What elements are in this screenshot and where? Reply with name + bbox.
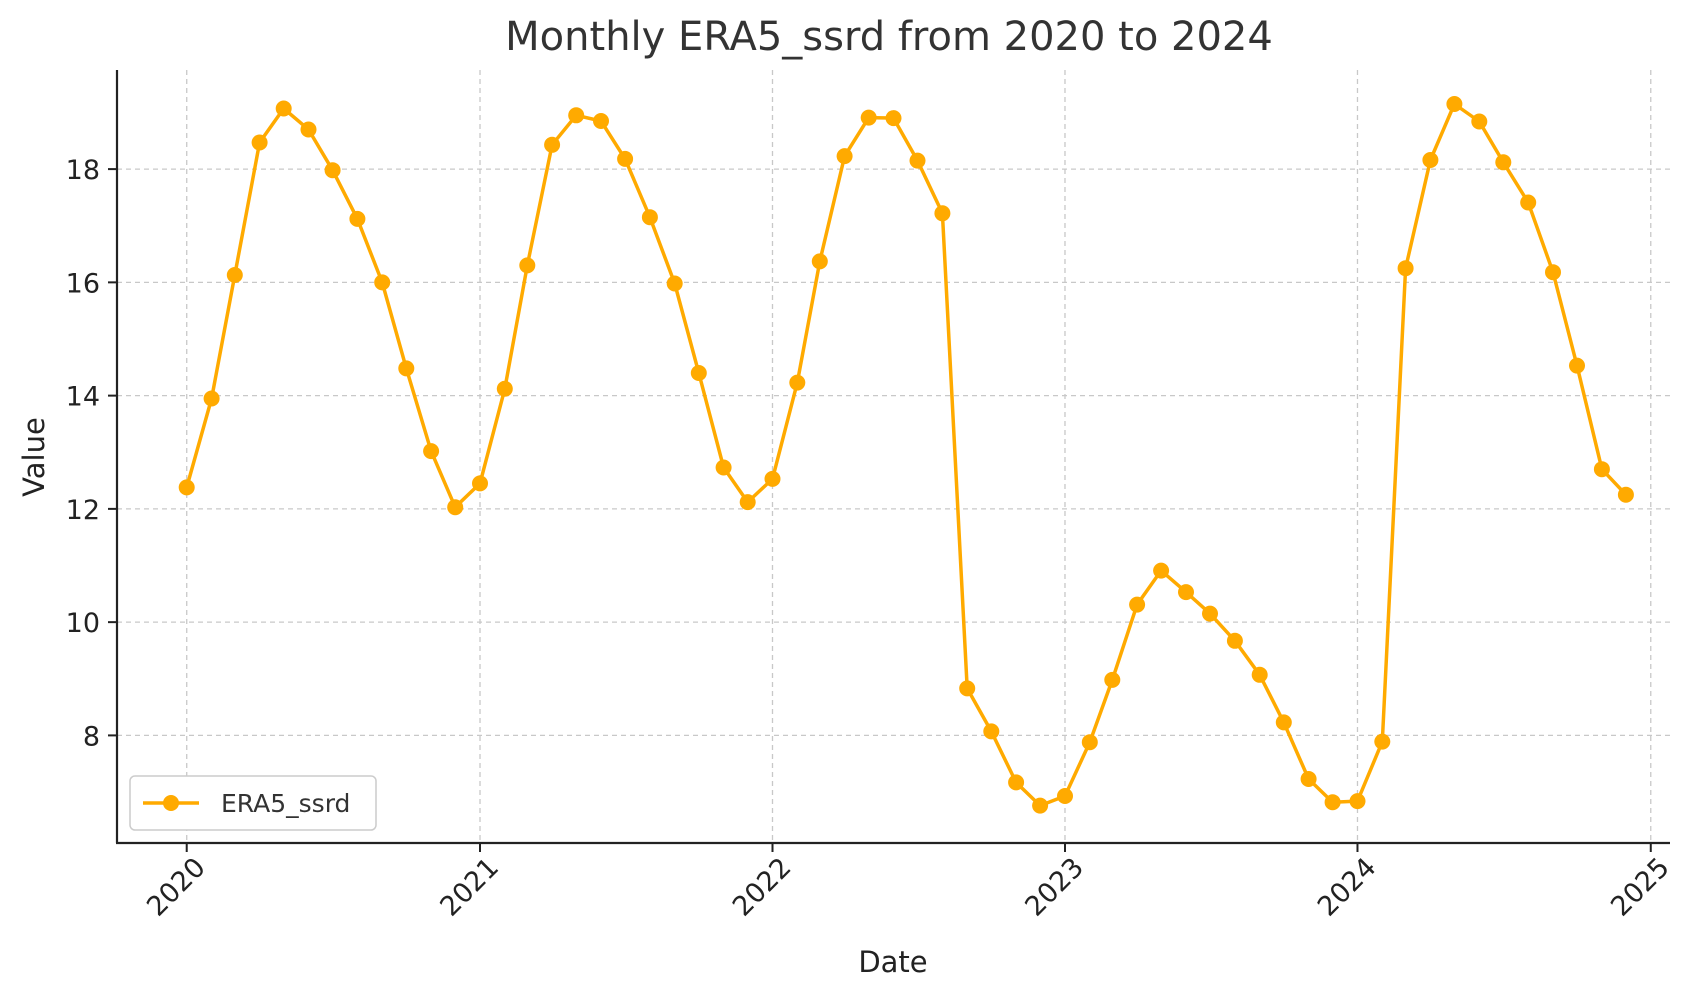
data-point	[764, 470, 781, 487]
data-point	[1081, 734, 1098, 751]
data-point	[496, 380, 513, 397]
y-ticks: 8 10 12 14 16 18	[66, 155, 117, 752]
x-tick-label: 2021	[434, 852, 505, 923]
data-point	[472, 475, 488, 492]
legend-label: ERA5_ssrd	[221, 789, 350, 818]
data-point	[1545, 264, 1561, 281]
data-point	[324, 162, 341, 179]
data-point	[1251, 666, 1268, 683]
data-point	[860, 109, 877, 126]
data-point	[374, 274, 391, 291]
data-point	[1104, 671, 1121, 688]
x-tick-label: 2024	[1312, 852, 1383, 923]
data-point	[1520, 194, 1537, 211]
y-axis-label: Value	[17, 417, 51, 497]
data-point	[593, 113, 609, 129]
data-point	[1202, 605, 1218, 622]
data-point	[641, 209, 658, 226]
data-point	[349, 210, 366, 227]
data-point	[1226, 632, 1243, 649]
data-point	[203, 390, 220, 407]
data-point	[544, 136, 561, 153]
data-point	[1374, 733, 1391, 750]
data-point	[1349, 793, 1366, 810]
x-axis-label: Date	[858, 945, 927, 979]
y-tick-label: 18	[66, 155, 100, 186]
data-point	[739, 494, 756, 511]
data-point	[811, 253, 828, 270]
data-point	[1617, 486, 1634, 503]
data-point	[789, 374, 806, 391]
data-point	[251, 134, 268, 151]
legend-box	[129, 775, 377, 831]
x-tick-label: 2025	[1605, 852, 1676, 923]
data-point	[300, 121, 317, 138]
data-point	[1178, 584, 1194, 601]
x-tick-label: 2022	[727, 852, 798, 923]
data-point	[934, 205, 951, 222]
legend: ERA5_ssrd	[129, 775, 377, 831]
data-point	[836, 148, 853, 165]
data-point	[1300, 771, 1317, 787]
data-point	[398, 360, 415, 377]
data-point	[983, 723, 1000, 740]
data-point	[1129, 596, 1146, 613]
axes	[115, 70, 1670, 845]
data-point	[1569, 357, 1585, 374]
data-point	[1032, 797, 1049, 814]
x-tick-label: 2023	[1019, 852, 1090, 923]
data-point	[226, 267, 243, 283]
data-point	[1324, 794, 1341, 811]
data-point	[959, 680, 976, 697]
y-tick-label: 16	[66, 268, 100, 299]
x-ticks: 2020 2021 2022 2023 2024 2025	[141, 843, 1676, 923]
data-point	[1153, 562, 1170, 579]
x-tick-label: 2020	[141, 852, 212, 923]
y-tick-label: 12	[66, 495, 100, 526]
data-point	[1422, 152, 1439, 168]
y-tick-label: 14	[66, 382, 100, 413]
legend-point-marker	[163, 795, 179, 811]
data-point	[275, 100, 292, 117]
data-point	[1008, 774, 1025, 791]
data-point	[885, 110, 902, 127]
chart-title: Monthly ERA5_ssrd from 2020 to 2024	[505, 14, 1273, 60]
data-point	[423, 443, 440, 460]
series-line	[185, 102, 1628, 808]
data-point	[1471, 113, 1488, 130]
data-point	[178, 479, 195, 496]
data-point	[1397, 260, 1414, 277]
y-tick-label: 10	[66, 608, 100, 639]
series-layer	[178, 96, 1634, 814]
y-tick-label: 8	[83, 721, 100, 752]
data-point	[690, 365, 707, 381]
data-point	[1446, 96, 1463, 112]
data-point	[715, 459, 732, 476]
data-point	[617, 150, 634, 167]
data-point	[1593, 461, 1610, 478]
data-point	[666, 275, 683, 292]
grid-lines	[117, 70, 1670, 843]
data-point	[447, 499, 464, 516]
data-point	[568, 107, 585, 124]
data-point	[1057, 788, 1073, 804]
data-point	[519, 257, 536, 274]
data-point	[1495, 154, 1512, 171]
data-point	[1275, 714, 1292, 731]
data-point	[909, 152, 926, 169]
